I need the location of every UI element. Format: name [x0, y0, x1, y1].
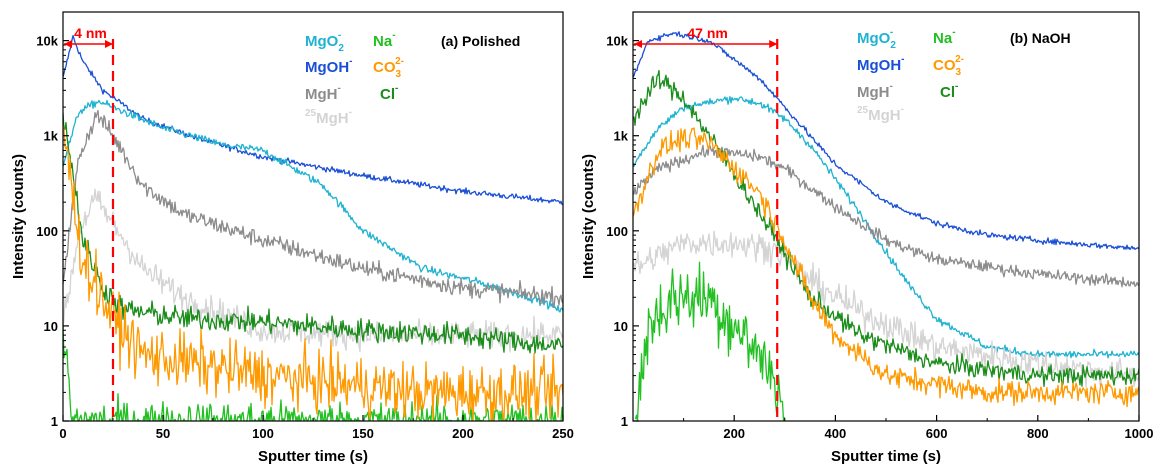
series-line-co3	[633, 127, 1139, 408]
series-group	[633, 31, 1139, 421]
legend-entry: 25MgH-	[857, 104, 904, 124]
y-tick-label: 100	[606, 224, 628, 239]
x-axis-title: Sputter time (s)	[258, 448, 368, 465]
x-tick-label: 200	[452, 426, 474, 441]
series-line-na	[63, 325, 563, 421]
thickness-arrowhead-left	[634, 40, 642, 48]
chart-panel-a: 1 10 100 1k 10k 0 50 100 150 200 250 Sputter time (…	[10, 11, 574, 465]
series-line-na	[634, 261, 786, 421]
thickness-arrowhead-right	[105, 40, 113, 48]
panel-label: (a) Polished	[441, 33, 520, 49]
y-tick-label: 10	[44, 319, 58, 334]
legend-entry: MgO2-	[857, 27, 896, 51]
x-tick-label: 400	[825, 426, 847, 441]
x-tick-label: 800	[1027, 426, 1049, 441]
legend-entry: CO32-	[373, 56, 404, 80]
y-tick-label: 10k	[606, 34, 628, 49]
x-tick-label: 0	[59, 426, 66, 441]
series-group	[63, 34, 563, 421]
y-axis-title: Intensity (counts)	[10, 154, 27, 279]
y-tick-label: 1k	[44, 129, 59, 144]
legend-entry: MgH-	[857, 81, 893, 101]
x-tick-label: 1000	[1125, 426, 1154, 441]
legend-entry: MgOH-	[305, 56, 353, 76]
panel-label: (b) NaOH	[1010, 30, 1071, 46]
legend-entry: Cl-	[940, 81, 958, 101]
y-axis-title: Intensity (counts)	[580, 154, 597, 279]
series-line-mgh25	[633, 230, 1139, 388]
y-tick-label: 100	[36, 224, 58, 239]
legend-entry: Na-	[373, 30, 396, 50]
legend-entry: 25MgH-	[305, 107, 352, 127]
y-tick-label: 10k	[36, 34, 58, 49]
series-line-mgh	[63, 109, 563, 309]
x-axis-title: Sputter time (s)	[831, 448, 941, 465]
x-tick-label: 250	[552, 426, 574, 441]
series-line-mgoh	[633, 31, 1139, 251]
y-tick-label: 1	[621, 414, 628, 429]
series-line-mgh	[633, 144, 1139, 288]
legend-entry: CO32-	[933, 54, 964, 78]
chart-panel-b: 1 10 100 1k 10k 200 400 600 800 1000 Sputter time …	[580, 11, 1154, 465]
legend-entry: Cl-	[380, 83, 398, 103]
series-line-co3	[63, 124, 563, 421]
x-tick-label: 600	[926, 426, 948, 441]
x-tick-label: 150	[352, 426, 374, 441]
x-tick-label: 200	[723, 426, 745, 441]
legend-entry: Na-	[933, 27, 956, 47]
thickness-label: 4 nm	[74, 25, 107, 41]
legend-entry: MgOH-	[857, 54, 905, 74]
thickness-arrowhead-left	[64, 40, 72, 48]
x-tick-label: 50	[156, 426, 170, 441]
legend-entry: MgH-	[305, 83, 341, 103]
y-tick-label: 1k	[614, 129, 629, 144]
series-line-cl	[63, 112, 563, 354]
series-line-mgo2	[633, 96, 1139, 360]
y-tick-label: 10	[614, 319, 628, 334]
legend-entry: MgO2-	[305, 30, 344, 54]
x-tick-label: 100	[252, 426, 274, 441]
thickness-arrowhead-right	[769, 40, 778, 48]
series-line-mgo2	[63, 99, 563, 313]
y-tick-label: 1	[51, 414, 58, 429]
thickness-label: 47 nm	[687, 25, 727, 41]
